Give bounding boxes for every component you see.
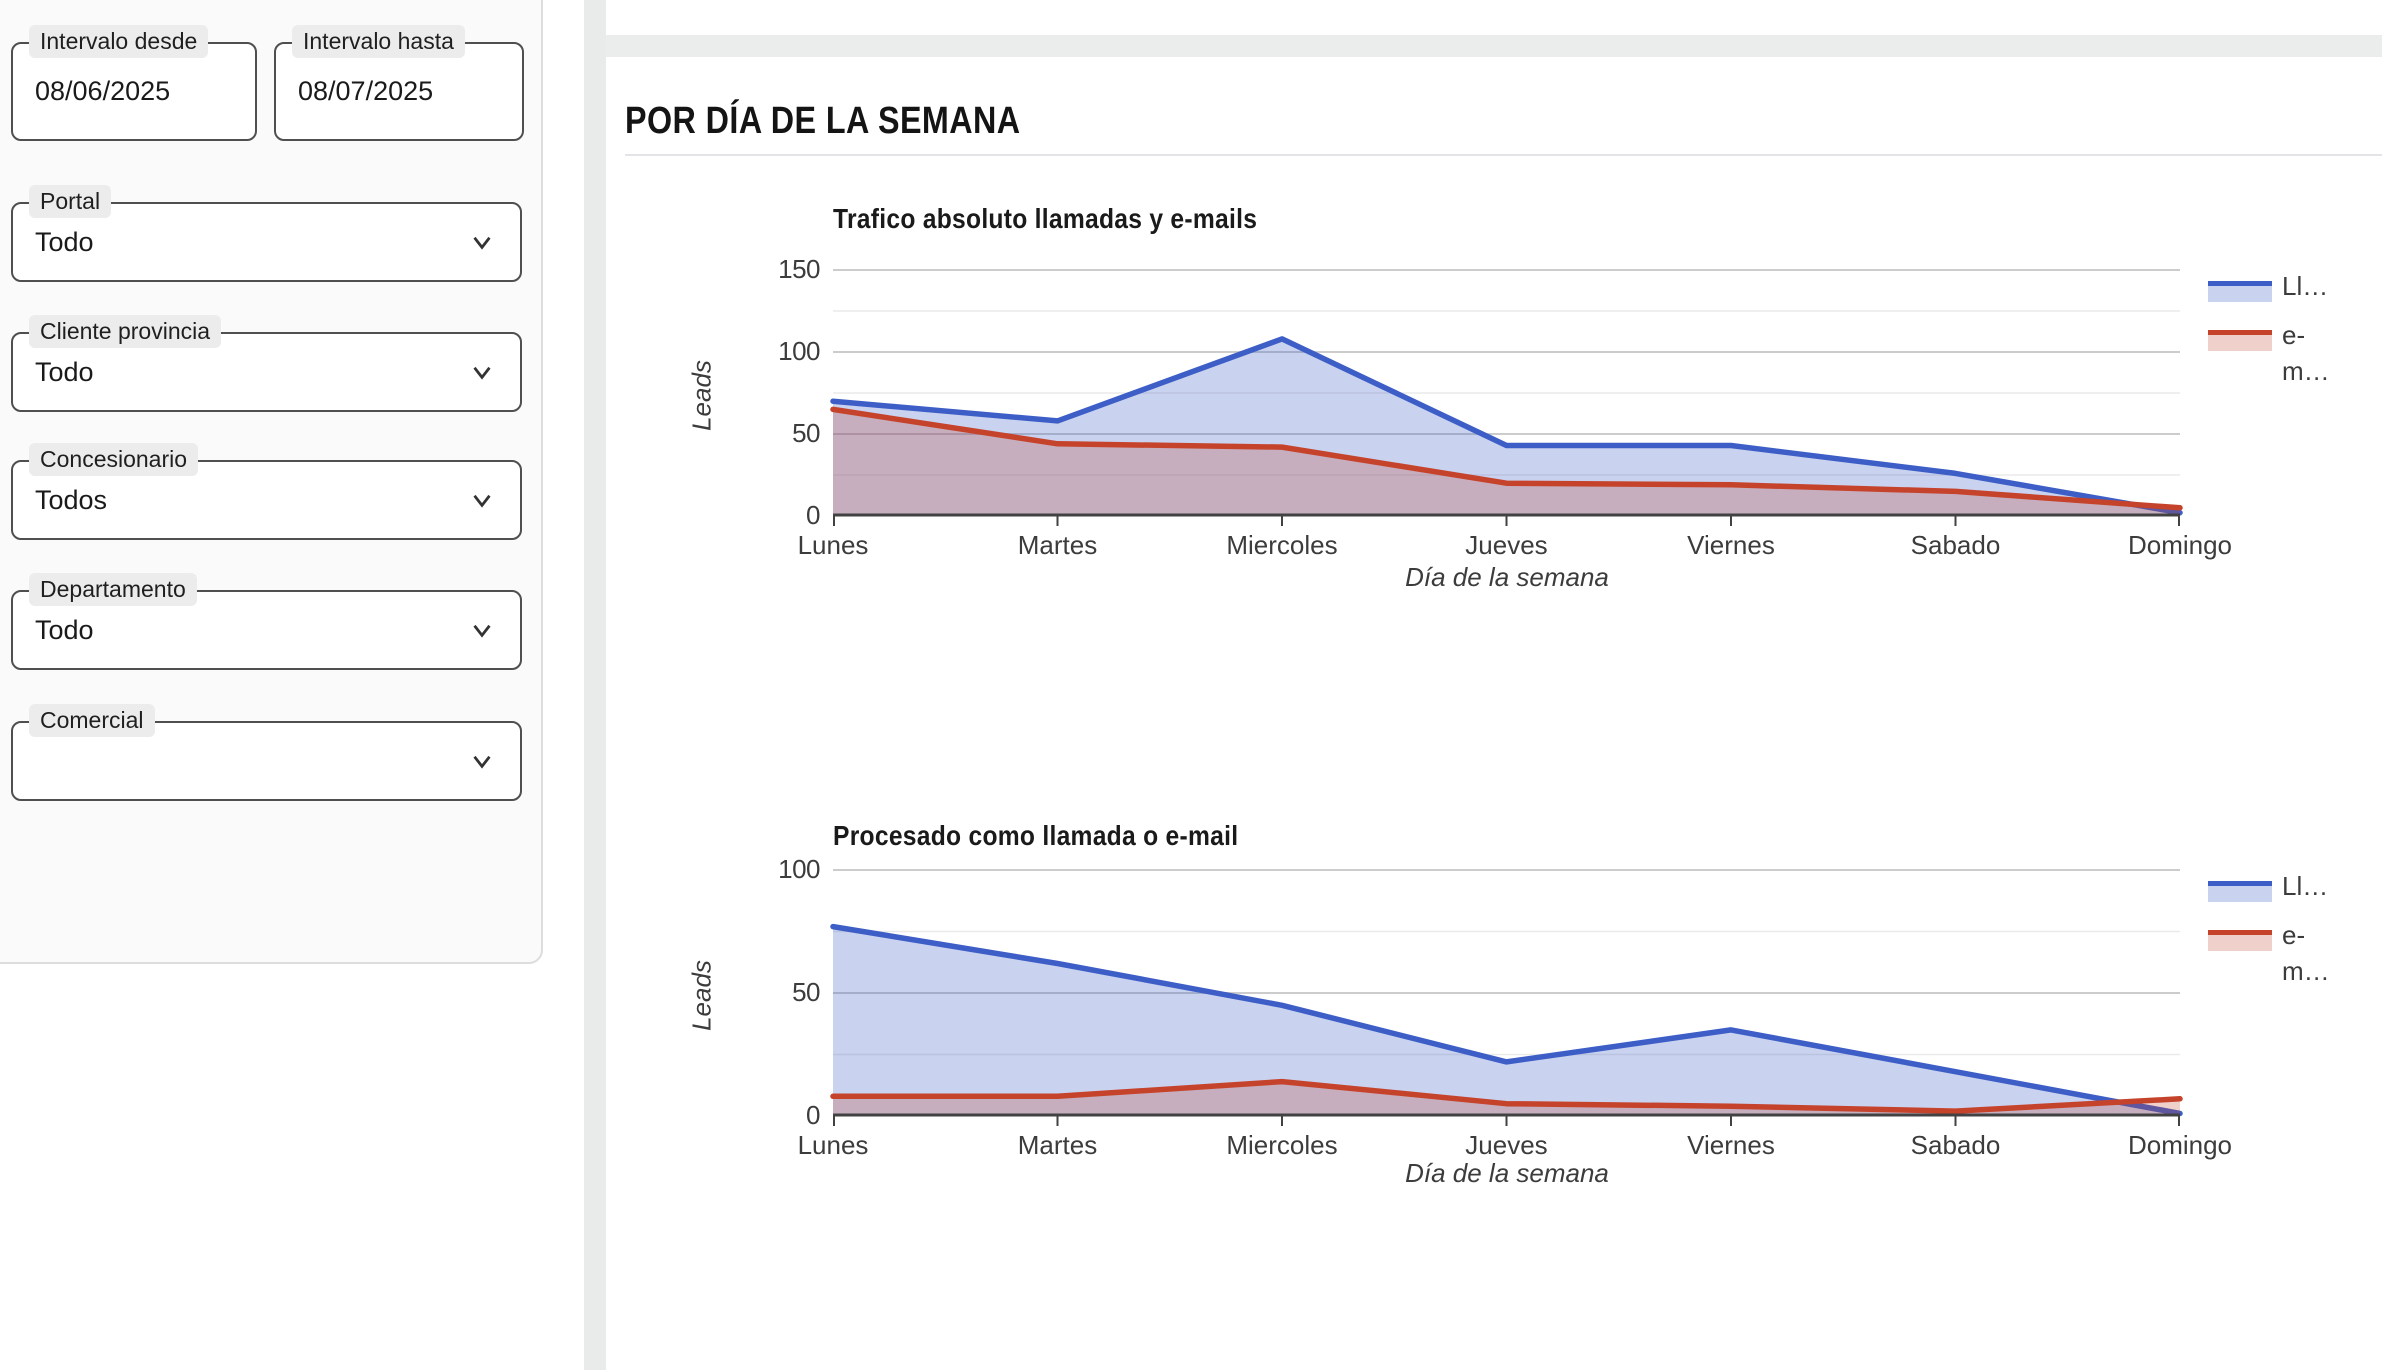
x-tick-label: Martes	[1017, 530, 1098, 560]
legend-emails-label-line2: m…	[2282, 356, 2330, 386]
legend-llamadas-line-swatch	[2208, 281, 2272, 286]
canvas-gap	[606, 35, 2382, 57]
comercial-label: Comercial	[29, 704, 155, 737]
legend-emails-line-swatch	[2208, 330, 2272, 335]
y-tick-label: 100	[778, 336, 820, 366]
x-tick-label: Domingo	[2127, 1130, 2233, 1160]
series-1-line	[830, 406, 2183, 511]
series-0-line	[830, 923, 2183, 1117]
chart1-plot-area[interactable]	[830, 269, 2183, 528]
legend-llamadas-label: Ll…	[2282, 271, 2329, 301]
section-title: POR DÍA DE LA SEMANA	[625, 100, 1021, 142]
panel-divider	[584, 0, 606, 1370]
report-card	[606, 57, 2382, 1370]
legend-emails-fill-swatch	[2208, 935, 2272, 951]
series-1-line	[830, 1078, 2183, 1114]
legend-llamadas-fill-swatch	[2208, 886, 2272, 902]
chevron-down-icon	[473, 366, 491, 380]
comercial-select[interactable]: Comercial	[11, 704, 522, 801]
legend-llamadas-line-swatch	[2208, 881, 2272, 886]
departamento-label: Departamento	[29, 573, 197, 606]
chart1-y-axis-title: Leads	[686, 360, 717, 431]
x-tick-label: Jueves	[1465, 1130, 1548, 1160]
x-tick-label: Sabado	[1910, 1130, 2001, 1160]
date-from-value: 08/06/2025	[35, 76, 171, 106]
date-from-label: Intervalo desde	[29, 25, 209, 58]
legend-emails-label-line2: m…	[2282, 956, 2330, 986]
y-tick-label: 0	[806, 1100, 820, 1130]
area-chart-svg	[830, 269, 2183, 526]
chevron-down-icon	[473, 494, 491, 508]
date-to-value: 08/07/2025	[298, 76, 434, 106]
departamento-value: Todo	[35, 614, 94, 645]
legend-emails-label-line1: e-	[2282, 920, 2306, 950]
series-0-line	[830, 336, 2183, 516]
date-from-field[interactable]: Intervalo desde 08/06/2025	[11, 25, 257, 141]
chart2-x-axis-title: Día de la semana	[1405, 1158, 1609, 1188]
previous-card-bottom	[606, 0, 2382, 35]
chart2-plot-area[interactable]	[830, 869, 2183, 1128]
departamento-select[interactable]: Departamento Todo	[11, 573, 522, 670]
concesionario-value: Todos	[35, 484, 108, 515]
chart2-title: Procesado como llamada o e-mail	[833, 820, 1239, 851]
cliente-provincia-select[interactable]: Cliente provincia Todo	[11, 315, 522, 412]
x-tick-label: Viernes	[1687, 530, 1775, 560]
portal-value: Todo	[35, 226, 94, 257]
cliente-provincia-label: Cliente provincia	[29, 315, 222, 348]
portal-label: Portal	[29, 185, 112, 218]
series-0-area	[833, 338, 2180, 516]
x-tick-label: Lunes	[797, 1130, 869, 1160]
legend-llamadas-fill-swatch	[2208, 286, 2272, 302]
x-tick-label: Sabado	[1910, 530, 2001, 560]
concesionario-label: Concesionario	[29, 443, 199, 476]
y-tick-label: 50	[792, 977, 820, 1007]
y-tick-label: 50	[792, 418, 820, 448]
portal-select[interactable]: Portal Todo	[11, 185, 522, 282]
series-0-area	[833, 926, 2180, 1116]
x-tick-label: Miercoles	[1226, 530, 1338, 560]
filter-sidebar: Intervalo desde 08/06/2025 Intervalo has…	[0, 0, 543, 964]
legend-llamadas-label: Ll…	[2282, 871, 2329, 901]
chart1-x-axis-title: Día de la semana	[1405, 562, 1609, 592]
x-tick-label: Jueves	[1465, 530, 1548, 560]
section-divider	[625, 154, 2382, 156]
chevron-down-icon	[473, 236, 491, 250]
legend-emails-fill-swatch	[2208, 335, 2272, 351]
date-to-field[interactable]: Intervalo hasta 08/07/2025	[274, 25, 524, 141]
cliente-provincia-value: Todo	[35, 356, 94, 387]
x-tick-label: Lunes	[797, 530, 869, 560]
y-tick-label: 0	[806, 500, 820, 530]
chevron-down-icon	[473, 624, 491, 638]
x-tick-label: Domingo	[2127, 530, 2233, 560]
y-tick-label: 100	[778, 854, 820, 884]
x-tick-label: Miercoles	[1226, 1130, 1338, 1160]
legend-emails-line-swatch	[2208, 930, 2272, 935]
chevron-down-icon	[473, 755, 491, 769]
area-chart-svg	[830, 869, 2183, 1126]
x-tick-label: Viernes	[1687, 1130, 1775, 1160]
chart2-y-axis-title: Leads	[686, 960, 717, 1031]
legend-emails-label-line1: e-	[2282, 320, 2306, 350]
chart1-title: Trafico absoluto llamadas y e-mails	[833, 203, 1258, 234]
concesionario-select[interactable]: Concesionario Todos	[11, 443, 522, 540]
y-tick-label: 150	[778, 254, 820, 284]
date-to-label: Intervalo hasta	[292, 25, 465, 58]
x-tick-label: Martes	[1017, 1130, 1098, 1160]
